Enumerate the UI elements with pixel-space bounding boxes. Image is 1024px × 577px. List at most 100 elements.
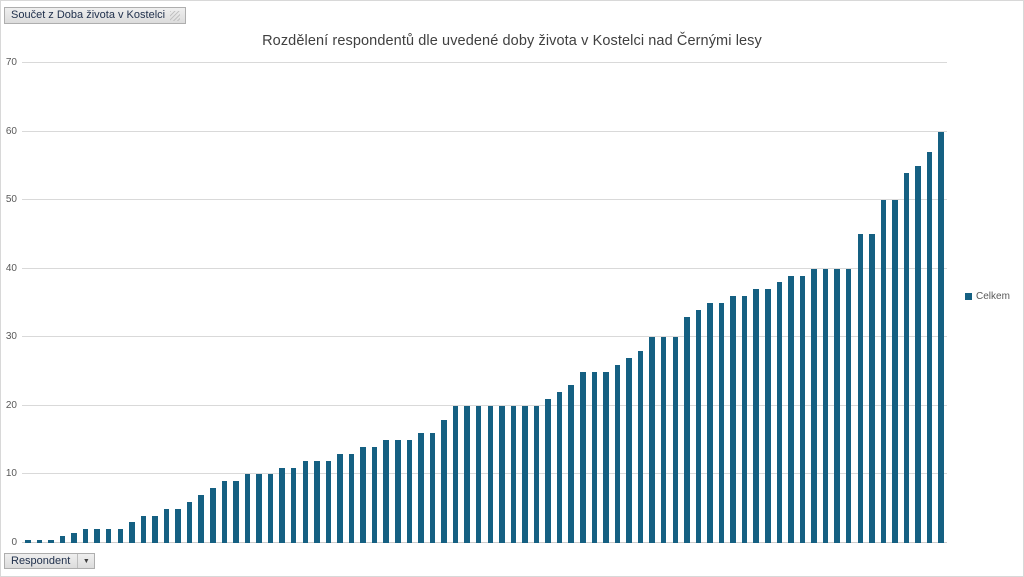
bar-slot <box>496 63 508 543</box>
bar <box>186 501 193 543</box>
bar <box>267 474 274 543</box>
gridline <box>22 130 947 132</box>
bar-slot <box>34 63 46 543</box>
bar <box>499 405 505 543</box>
bar <box>637 351 644 543</box>
bar <box>938 131 944 543</box>
bar <box>48 539 54 543</box>
bar-slot <box>935 63 947 543</box>
bar <box>325 460 332 543</box>
bar <box>614 364 621 543</box>
bar-slot <box>126 63 138 543</box>
bar-slot <box>612 63 624 543</box>
bar <box>603 371 609 543</box>
bar-slot <box>323 63 335 543</box>
bar-slot <box>68 63 80 543</box>
bar <box>788 275 794 543</box>
bar-slot <box>438 63 450 543</box>
bar-slot <box>704 63 716 543</box>
bar-slot <box>901 63 913 543</box>
bar <box>210 488 216 543</box>
bar-slot <box>878 63 890 543</box>
y-axis-tick-label: 60 <box>5 125 17 137</box>
bar-slot <box>727 63 739 543</box>
bar <box>753 289 759 543</box>
bar-slot <box>785 63 797 543</box>
bar <box>545 399 551 543</box>
bar <box>163 508 170 543</box>
bar <box>360 447 366 543</box>
bar <box>915 165 921 543</box>
bar-slot <box>508 63 520 543</box>
gridline <box>22 473 947 475</box>
bar-slot <box>635 63 647 543</box>
pivot-axis-field-button[interactable]: Respondent ▼ <box>4 553 96 569</box>
chart-title: Rozdělení respondentů dle uvedené doby ž… <box>262 33 762 49</box>
bar-slot <box>739 63 751 543</box>
bar-slot <box>866 63 878 543</box>
pivot-value-field-button[interactable]: Součet z Doba života v Kostelci <box>4 7 187 24</box>
bar-slot <box>450 63 462 543</box>
bar-series <box>22 63 947 543</box>
bar-slot <box>357 63 369 543</box>
bar <box>880 200 887 543</box>
bar-slot <box>184 63 196 543</box>
bar <box>105 529 112 543</box>
gridline <box>22 542 947 543</box>
bar-slot <box>230 63 242 543</box>
bar <box>233 481 239 543</box>
dropdown-arrow-icon[interactable]: ▼ <box>82 557 90 565</box>
bar <box>129 522 135 543</box>
bar-slot <box>912 63 924 543</box>
bar <box>718 303 725 543</box>
bar <box>406 440 413 543</box>
bar-slot <box>242 63 254 543</box>
bar <box>672 337 679 543</box>
bar-slot <box>311 63 323 543</box>
bar-slot <box>346 63 358 543</box>
bar <box>707 303 713 543</box>
bar <box>730 296 736 543</box>
bar <box>71 532 77 543</box>
bar-slot <box>369 63 381 543</box>
bar <box>59 536 66 543</box>
button-separator <box>77 554 79 568</box>
bar <box>857 234 864 543</box>
bar-slot <box>623 63 635 543</box>
bar-slot <box>415 63 427 543</box>
bar <box>776 282 783 543</box>
bar <box>533 405 540 543</box>
y-axis: 0 10 20 30 40 50 60 70 <box>0 0 17 577</box>
bar <box>741 296 748 543</box>
bar <box>765 289 771 543</box>
bar-slot <box>265 63 277 543</box>
bar <box>371 447 378 543</box>
bar-slot <box>531 63 543 543</box>
bar-slot <box>681 63 693 543</box>
y-axis-tick-label: 20 <box>5 399 17 411</box>
bar <box>487 405 494 543</box>
bar <box>36 539 43 543</box>
bar-slot <box>797 63 809 543</box>
bar <box>383 440 389 543</box>
bar <box>94 529 100 543</box>
y-axis-tick-label: 30 <box>5 331 17 343</box>
bar-slot <box>473 63 485 543</box>
bar-slot <box>103 63 115 543</box>
legend: Celkem <box>965 291 1010 302</box>
bar <box>175 508 181 543</box>
bar <box>822 268 829 543</box>
gridline <box>22 404 947 406</box>
bar <box>256 474 262 543</box>
bar <box>290 467 297 543</box>
bar-slot <box>404 63 416 543</box>
bar-slot <box>195 63 207 543</box>
y-axis-tick-label: 70 <box>5 57 17 68</box>
bar-slot <box>554 63 566 543</box>
bar <box>580 371 586 543</box>
plot-area <box>22 62 947 543</box>
bar <box>475 405 482 543</box>
bar-slot <box>207 63 219 543</box>
bar-slot <box>461 63 473 543</box>
bar-slot <box>716 63 728 543</box>
